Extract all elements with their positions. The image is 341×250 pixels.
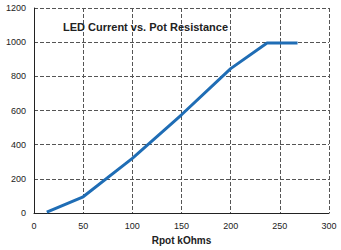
svg-text:250: 250 xyxy=(272,221,287,231)
svg-text:1200: 1200 xyxy=(6,3,26,13)
svg-text:Rpot kOhms: Rpot kOhms xyxy=(152,235,212,246)
svg-text:300: 300 xyxy=(321,221,336,231)
svg-text:400: 400 xyxy=(11,140,26,150)
svg-text:0: 0 xyxy=(21,208,26,218)
svg-text:600: 600 xyxy=(11,106,26,116)
svg-text:800: 800 xyxy=(11,71,26,81)
svg-text:200: 200 xyxy=(223,221,238,231)
svg-text:50: 50 xyxy=(78,221,88,231)
svg-text:LED Current vs. Pot Resistance: LED Current vs. Pot Resistance xyxy=(63,21,228,33)
svg-text:200: 200 xyxy=(11,174,26,184)
svg-text:1000: 1000 xyxy=(6,37,26,47)
svg-text:100: 100 xyxy=(125,221,140,231)
svg-text:150: 150 xyxy=(174,221,189,231)
svg-text:0: 0 xyxy=(31,221,36,231)
